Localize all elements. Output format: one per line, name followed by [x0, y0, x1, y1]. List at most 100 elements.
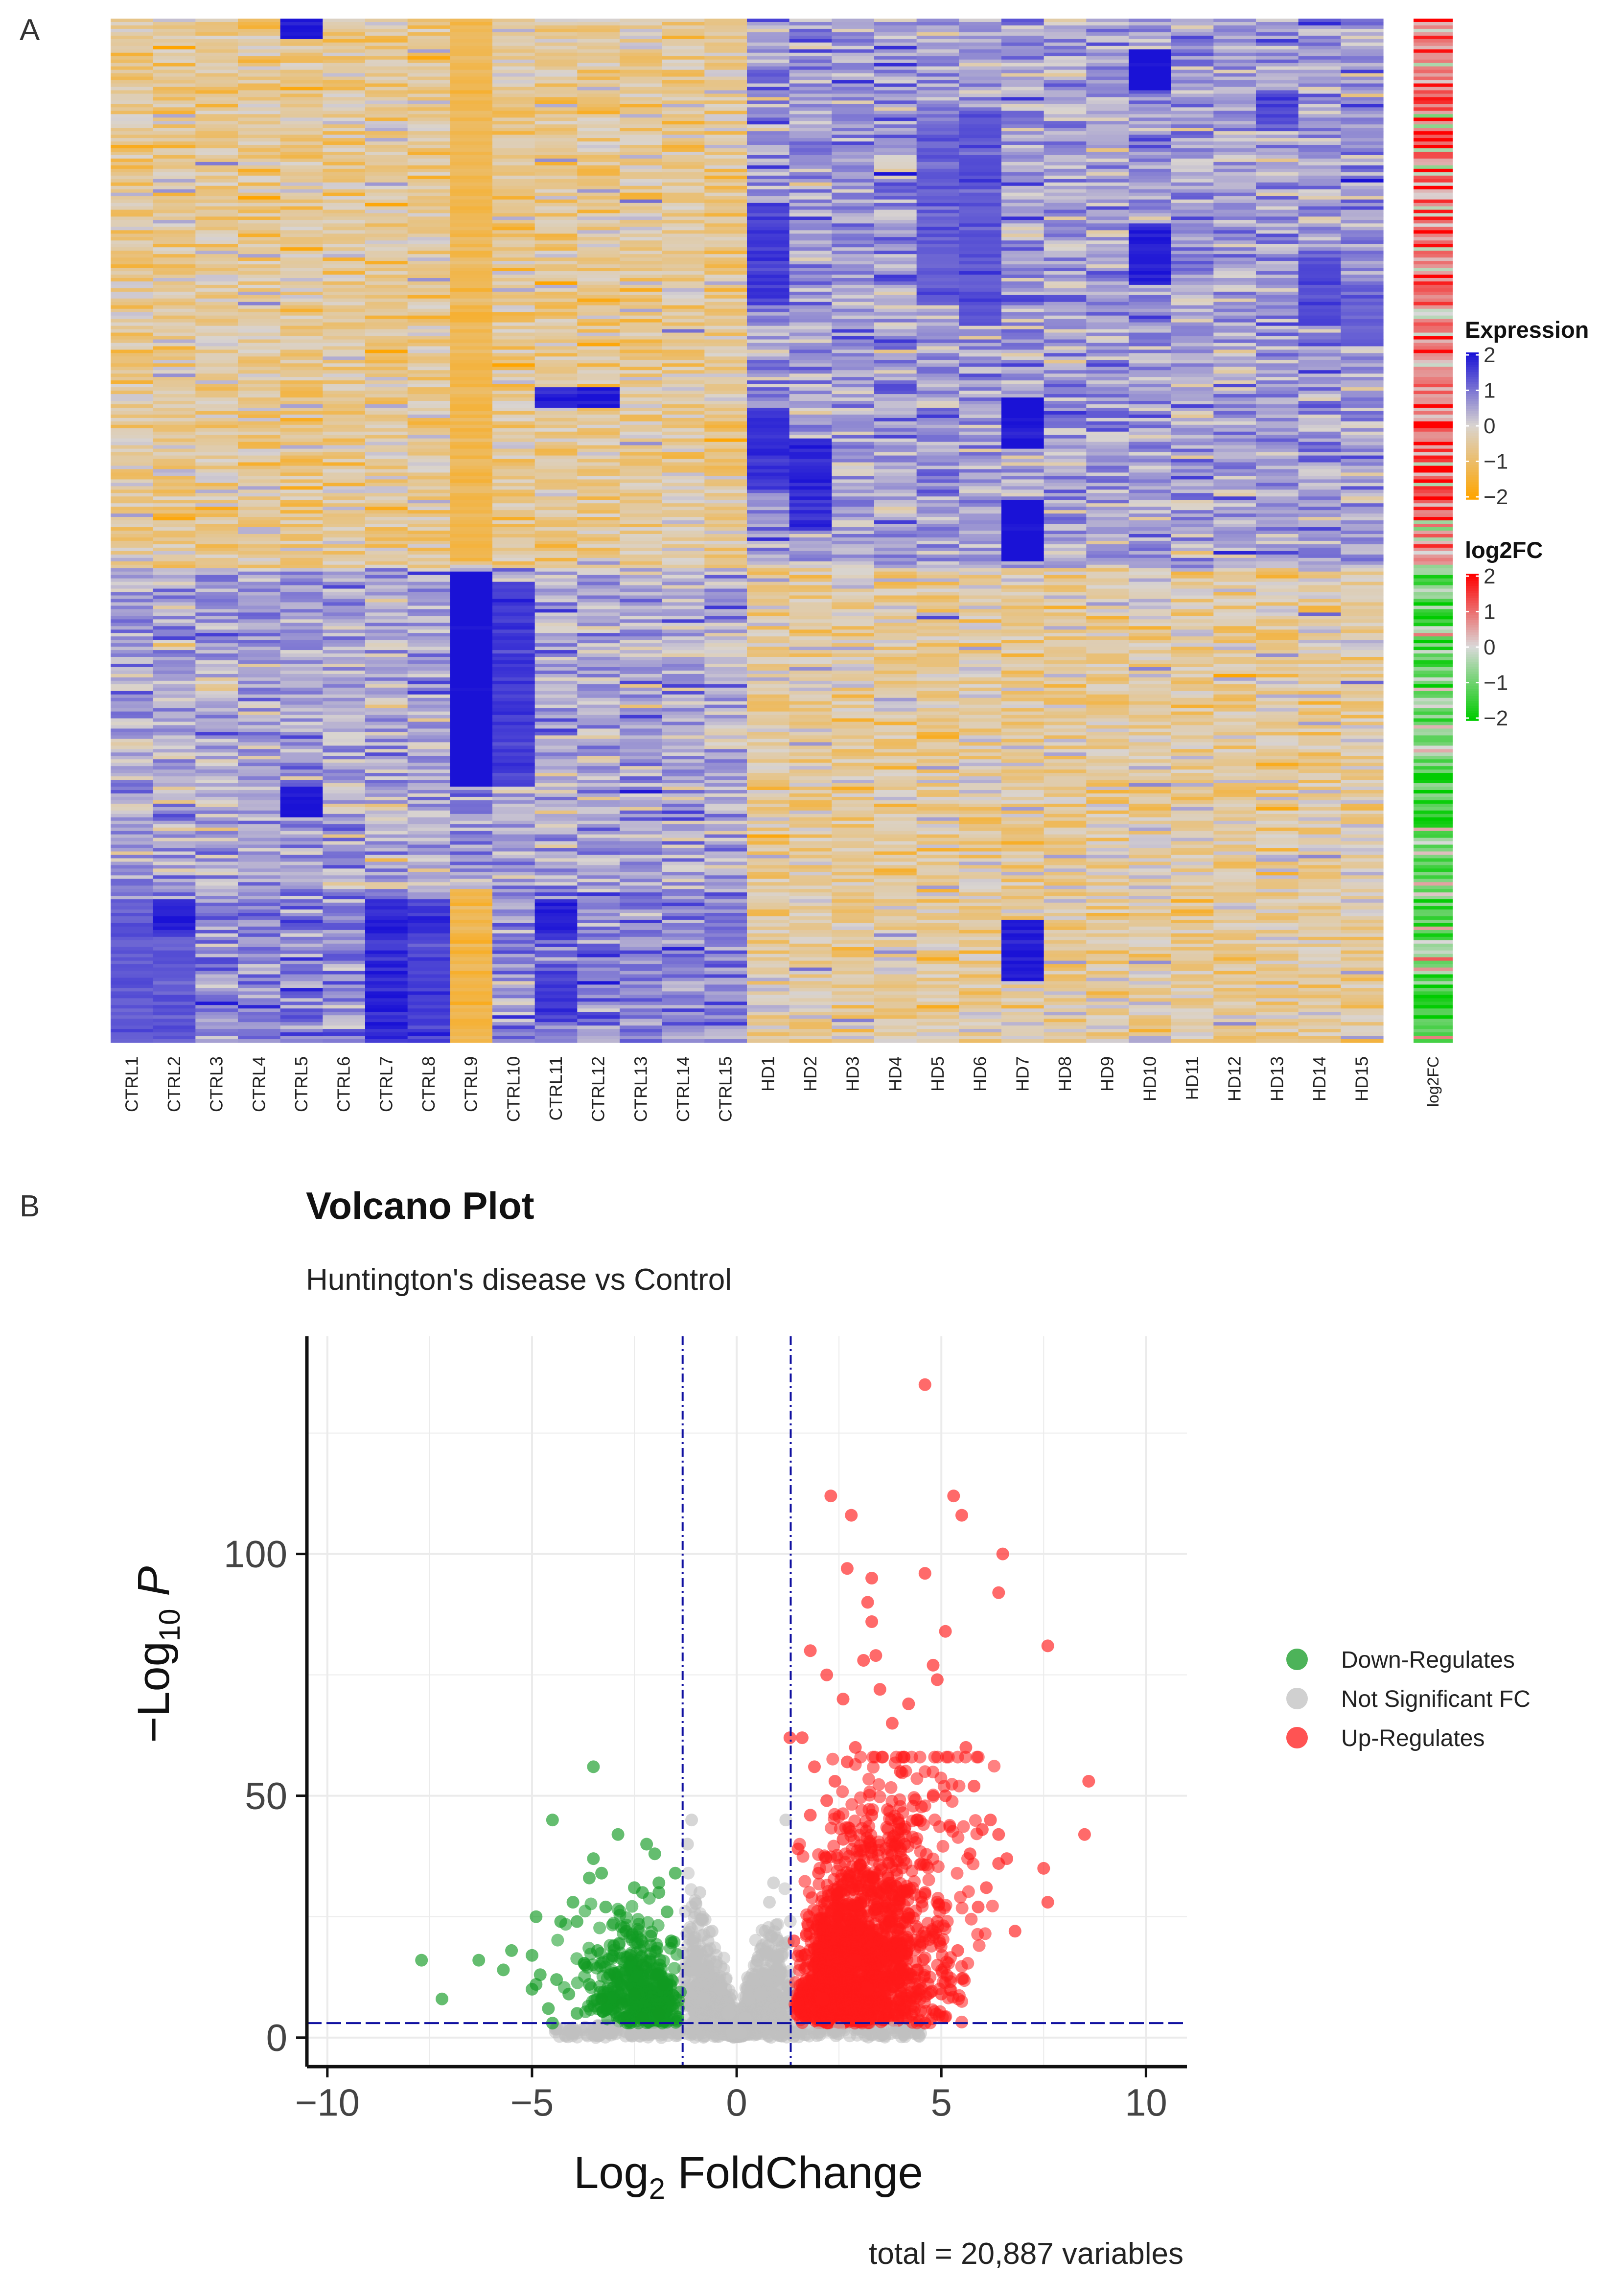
heatmap-cell	[407, 824, 450, 828]
heatmap-cell	[789, 141, 832, 145]
heatmap-cell	[111, 466, 154, 470]
heatmap-cell	[323, 647, 366, 651]
heatmap-cell	[620, 343, 663, 347]
heatmap-cell	[662, 749, 705, 753]
heatmap-cell	[747, 817, 790, 821]
heatmap-cell	[111, 175, 154, 180]
heatmap-cell	[492, 268, 535, 272]
heatmap-cell	[365, 384, 408, 388]
heatmap-cell	[365, 745, 408, 749]
heatmap-cell	[407, 780, 450, 784]
heatmap-cell	[407, 1029, 450, 1033]
heatmap-cell	[323, 923, 366, 927]
heatmap-cell	[577, 438, 620, 442]
heatmap-cell	[789, 585, 832, 589]
heatmap-cell	[620, 336, 663, 340]
heatmap-cell	[111, 524, 154, 528]
heatmap-cell	[323, 411, 366, 415]
heatmap-cell	[365, 196, 408, 200]
heatmap-cell	[407, 1005, 450, 1009]
heatmap-cell	[662, 196, 705, 200]
heatmap-cell	[365, 442, 408, 446]
heatmap-cell	[280, 954, 323, 958]
heatmap-cell	[492, 796, 535, 801]
heatmap-cell	[534, 70, 578, 74]
heatmap-cell	[238, 39, 281, 43]
heatmap-cell	[789, 295, 832, 299]
heatmap-cell	[747, 244, 790, 248]
heatmap-cell	[323, 524, 366, 528]
heatmap-cell	[407, 684, 450, 688]
heatmap-cell	[534, 418, 578, 422]
heatmap-cell	[280, 988, 323, 992]
heatmap-cell	[111, 151, 154, 156]
heatmap-cell	[280, 947, 323, 951]
heatmap-cell	[492, 100, 535, 104]
heatmap-cell	[153, 831, 196, 835]
heatmap-cell	[534, 332, 578, 337]
heatmap-cell	[789, 39, 832, 43]
heatmap-cell	[407, 141, 450, 145]
heatmap-cell	[280, 742, 323, 746]
heatmap-cell	[577, 496, 620, 500]
heatmap-cell	[704, 87, 747, 91]
heatmap-cell	[365, 168, 408, 173]
heatmap-cell	[620, 711, 663, 716]
heatmap-cell	[238, 732, 281, 736]
heatmap-cell	[365, 510, 408, 514]
heatmap-cell	[704, 148, 747, 152]
heatmap-cell	[407, 513, 450, 517]
heatmap-cell	[365, 175, 408, 180]
heatmap-cell	[365, 39, 408, 43]
heatmap-cell	[153, 592, 196, 596]
heatmap-cell	[195, 950, 238, 955]
heatmap-cell	[280, 312, 323, 316]
heatmap-cell	[280, 670, 323, 675]
heatmap-cell	[789, 547, 832, 552]
heatmap-cell	[534, 373, 578, 377]
heatmap-cell	[450, 131, 493, 135]
heatmap-cell	[407, 308, 450, 313]
heatmap-cell	[492, 278, 535, 282]
heatmap-cell	[704, 844, 747, 849]
heatmap-cell	[407, 257, 450, 261]
heatmap-cell	[492, 759, 535, 763]
heatmap-cell	[534, 315, 578, 320]
heatmap-cell	[450, 384, 493, 388]
heatmap-cell	[407, 66, 450, 70]
heatmap-cell	[111, 616, 154, 620]
heatmap-cell	[662, 493, 705, 497]
heatmap-cell	[620, 913, 663, 917]
heatmap-cell	[280, 889, 323, 893]
heatmap-cell	[577, 319, 620, 323]
heatmap-cell	[492, 650, 535, 654]
heatmap-cell	[153, 496, 196, 500]
heatmap-cell	[450, 810, 493, 815]
heatmap-cell	[153, 561, 196, 565]
heatmap-cell	[534, 493, 578, 497]
heatmap-cell	[323, 817, 366, 821]
heatmap-cell	[577, 315, 620, 320]
heatmap-cell	[534, 172, 578, 176]
heatmap-cell	[577, 493, 620, 497]
heatmap-cell	[111, 820, 154, 825]
heatmap-cell	[577, 1015, 620, 1019]
heatmap-cell	[620, 442, 663, 446]
heatmap-cell	[365, 22, 408, 26]
heatmap-cell	[620, 991, 663, 995]
heatmap-cell	[450, 489, 493, 493]
heatmap-cell	[323, 694, 366, 699]
heatmap-cell	[704, 602, 747, 606]
heatmap-cell	[407, 367, 450, 371]
heatmap-cell	[704, 25, 747, 29]
heatmap-cell	[365, 947, 408, 951]
heatmap-cell	[195, 175, 238, 180]
heatmap-cell	[323, 889, 366, 893]
heatmap-cell	[620, 592, 663, 596]
heatmap-cell	[407, 240, 450, 244]
heatmap-cell	[620, 107, 663, 111]
heatmap-cell	[747, 599, 790, 603]
heatmap-cell	[111, 991, 154, 995]
heatmap-cell	[492, 203, 535, 207]
heatmap-cell	[280, 749, 323, 753]
